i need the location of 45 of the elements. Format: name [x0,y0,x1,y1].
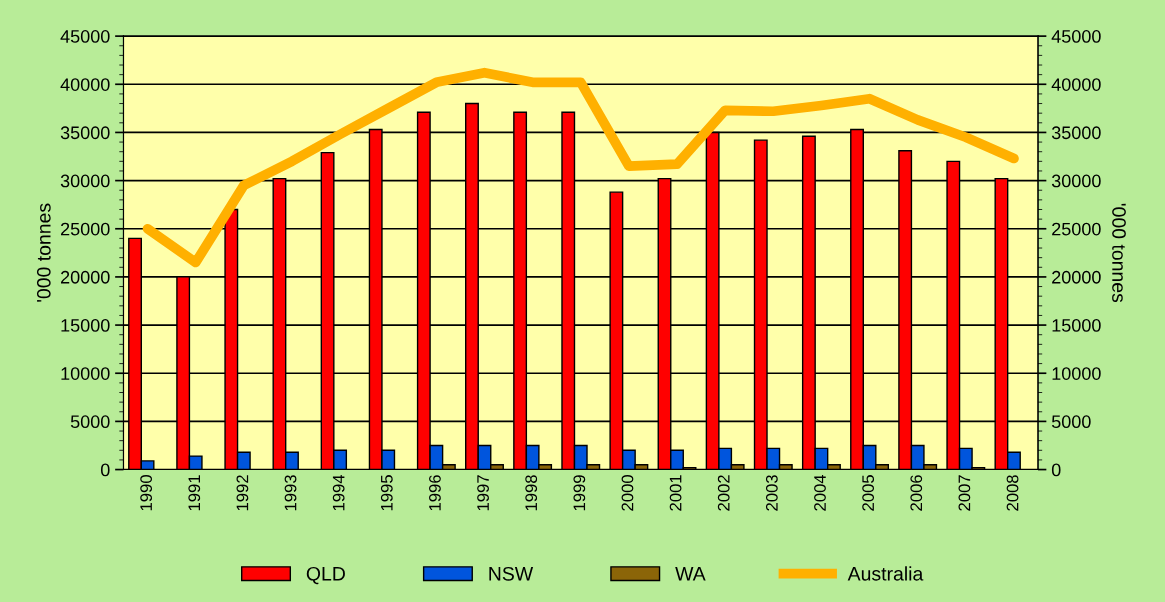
legend-label: Australia [847,566,924,581]
x-tick-label: 1993 [284,475,297,511]
y-tick-label: 10000 [61,367,110,380]
x-tick-label: 1994 [332,474,345,511]
legend-label: WA [675,567,706,581]
x-tick-label: 2005 [862,475,875,511]
y-tick-label: 45000 [60,30,110,43]
x-tick-label: 2004 [814,474,826,511]
y2-tick-label: 20000 [1052,270,1101,284]
y2-tick-label: 0 [1051,463,1061,477]
legend-label: QLD [306,566,345,585]
y2-tick-label: 40000 [1051,78,1101,91]
x-tick-label: 2007 [958,475,971,511]
x-tick-label: 1991 [188,475,201,511]
x-tick-label: 2000 [621,475,634,511]
x-tick-label: 1999 [573,475,586,511]
y-tick-label: 15000 [61,319,110,332]
x-tick-label: 1990 [140,475,153,511]
x-tick-label: 1992 [236,475,249,511]
x-tick-label: 2003 [765,475,778,511]
y2-axis-title: '000 tonnes [1112,203,1126,303]
y-tick-label: 35000 [60,126,110,140]
y-axis-title: '000 tonnes [36,203,51,302]
x-tick-label: 2006 [910,475,923,511]
y-tick-label: 5000 [70,415,110,429]
x-tick-label: 1997 [477,475,489,511]
y2-tick-label: 45000 [1051,30,1101,43]
x-tick-label: 2002 [717,475,730,511]
y2-tick-label: 35000 [1051,126,1101,140]
y-tick-label: 0 [100,463,110,477]
x-tick-label: 2001 [669,475,682,511]
y2-tick-label: 15000 [1052,319,1101,332]
x-tick-label: 2008 [1006,475,1019,511]
y2-tick-label: 30000 [1051,174,1101,188]
y-tick-label: 20000 [61,270,110,284]
x-tick-label: 1996 [429,475,441,511]
y-tick-label: 30000 [60,174,110,188]
y-tick-label: 25000 [61,222,110,236]
y2-tick-label: 25000 [1052,222,1101,236]
y-tick-label: 40000 [60,78,110,91]
y2-tick-label: 5000 [1051,415,1091,429]
x-tick-label: 1998 [525,475,538,511]
legend-label: NSW [489,566,534,581]
x-tick-label: 1995 [380,475,393,511]
y2-tick-label: 10000 [1052,367,1101,380]
